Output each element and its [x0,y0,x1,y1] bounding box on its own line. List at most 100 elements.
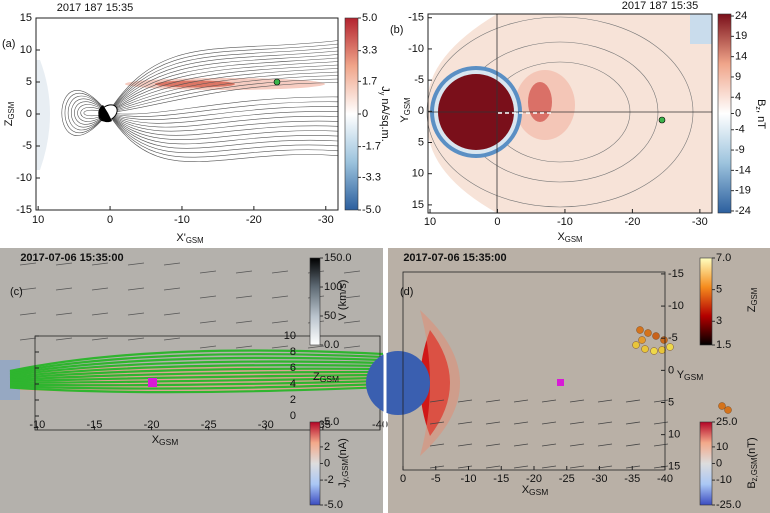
y-tick-label: -10 [408,43,424,55]
spacecraft [148,378,157,387]
colorbar-tick-label: 50 [324,310,336,322]
y-axis-label-main: Z [313,371,320,383]
y-axis-label: YGSM [399,97,412,122]
sphere [644,329,652,337]
colorbar [717,13,732,214]
velocity-arrow [163,287,181,291]
field-line [107,40,339,114]
field-line [107,61,339,114]
velocity-arrow [271,320,289,324]
field-line-green [9,364,384,379]
field-line [107,112,339,140]
colorbar-tick-label: -4 [735,124,745,136]
field-line-green [9,367,384,380]
colorbar-label: Jy,GSM(nA) [337,438,350,488]
colorbar-label-after: (nA) [337,438,349,459]
colorbar-tick-label: 9 [735,71,741,83]
velocity-arrow [485,421,501,425]
sphere [636,326,644,334]
x-axis-label-sub: GSM [529,487,548,497]
velocity-arrow [485,465,501,469]
velocity-arrow [457,443,473,447]
y-tick-label: 5 [418,136,424,148]
x-tick-label: -20 [624,216,640,228]
y-tick-label: -10 [668,300,684,312]
velocity-arrow [19,337,37,341]
field-line [107,47,339,114]
x-tick-label: 10 [424,216,436,228]
field-line [80,107,109,119]
y-tick-label: 10 [412,168,424,180]
y-tick-label: 0 [418,105,424,117]
colorbar-tick-label: -2 [324,474,334,486]
y-tick-label: 2 [290,394,296,406]
velocity-arrow [597,465,613,469]
field-line [107,106,339,120]
colorbar-tick-label: 0 [716,457,722,469]
panel-label: (d) [400,286,413,298]
colorbar-label-sub: GSM [750,288,759,306]
x-tick-label: -20 [526,473,542,485]
y-axis-label-sub: GSM [403,97,412,115]
colorbar-tick-label: 19 [735,30,747,42]
velocity-arrow [429,465,445,469]
velocity-arrow [569,421,585,425]
enhancement-halo [515,70,575,140]
colorbar-label-main: V (km/s) [337,280,349,321]
field-line-green [9,379,384,387]
colorbar-tick-label: -14 [735,164,751,176]
colorbar-tick-label: 25.0 [716,416,737,428]
velocity-arrow [541,421,557,425]
sphere [638,336,646,344]
velocity-arrow [653,399,669,403]
y-tick-label: 15 [20,12,32,24]
velocity-arrow [569,443,585,447]
velocity-arrow [91,262,109,266]
field-line-green [9,373,384,383]
y-tick-label: 10 [284,330,296,342]
lobe-blue [690,14,712,44]
velocity-arrow [199,320,217,324]
velocity-arrow [19,262,37,266]
x-tick-label: -10 [29,419,45,431]
colorbar-label-main: J [379,86,391,92]
velocity-arrow [55,262,73,266]
spacecraft [273,78,281,86]
velocity-arrow [513,465,529,469]
velocity-arrow [429,443,445,447]
y-tick-label: 10 [668,429,680,441]
colorbar-label-sub: z [754,106,762,110]
x-tick-label: -30 [258,419,274,431]
velocity-arrow [271,345,289,349]
field-line-green [9,353,384,374]
colorbar-tick-label: -9 [735,144,745,156]
x-tick-label: -40 [657,473,673,485]
spacecraft [658,116,666,124]
field-line [107,112,339,149]
colorbar-label: ZGSM [746,288,759,313]
y-tick-label: 4 [290,378,296,390]
colorbar-label-sub: y [378,92,386,96]
colorbar [309,421,321,506]
velocity-arrow [199,270,217,274]
colorbar-tick-label: 7.0 [716,252,731,264]
velocity-arrow [569,399,585,403]
velocity-arrow [343,320,361,324]
velocity-arrow [541,399,557,403]
velocity-arrow [457,421,473,425]
panel-title: 2017-07-06 15:35:00 [20,252,123,264]
x-tick-label: -15 [493,473,509,485]
colorbar-label-after: (nT) [746,437,758,457]
x-axis-label-main: X [152,434,160,446]
x-tick-label: -30 [692,216,708,228]
field-line [107,96,339,115]
colorbar-tick-label: 5.0 [362,12,377,24]
sphere [724,406,732,414]
field-line [107,112,339,128]
field-line-green [9,356,384,376]
panel-title: 2017-07-06 15:35:00 [403,252,506,264]
x-tick-label: -10 [461,473,477,485]
y-tick-label: 15 [412,199,424,211]
x-tick-label: -15 [86,419,102,431]
colorbar-tick-label: 14 [735,51,747,63]
